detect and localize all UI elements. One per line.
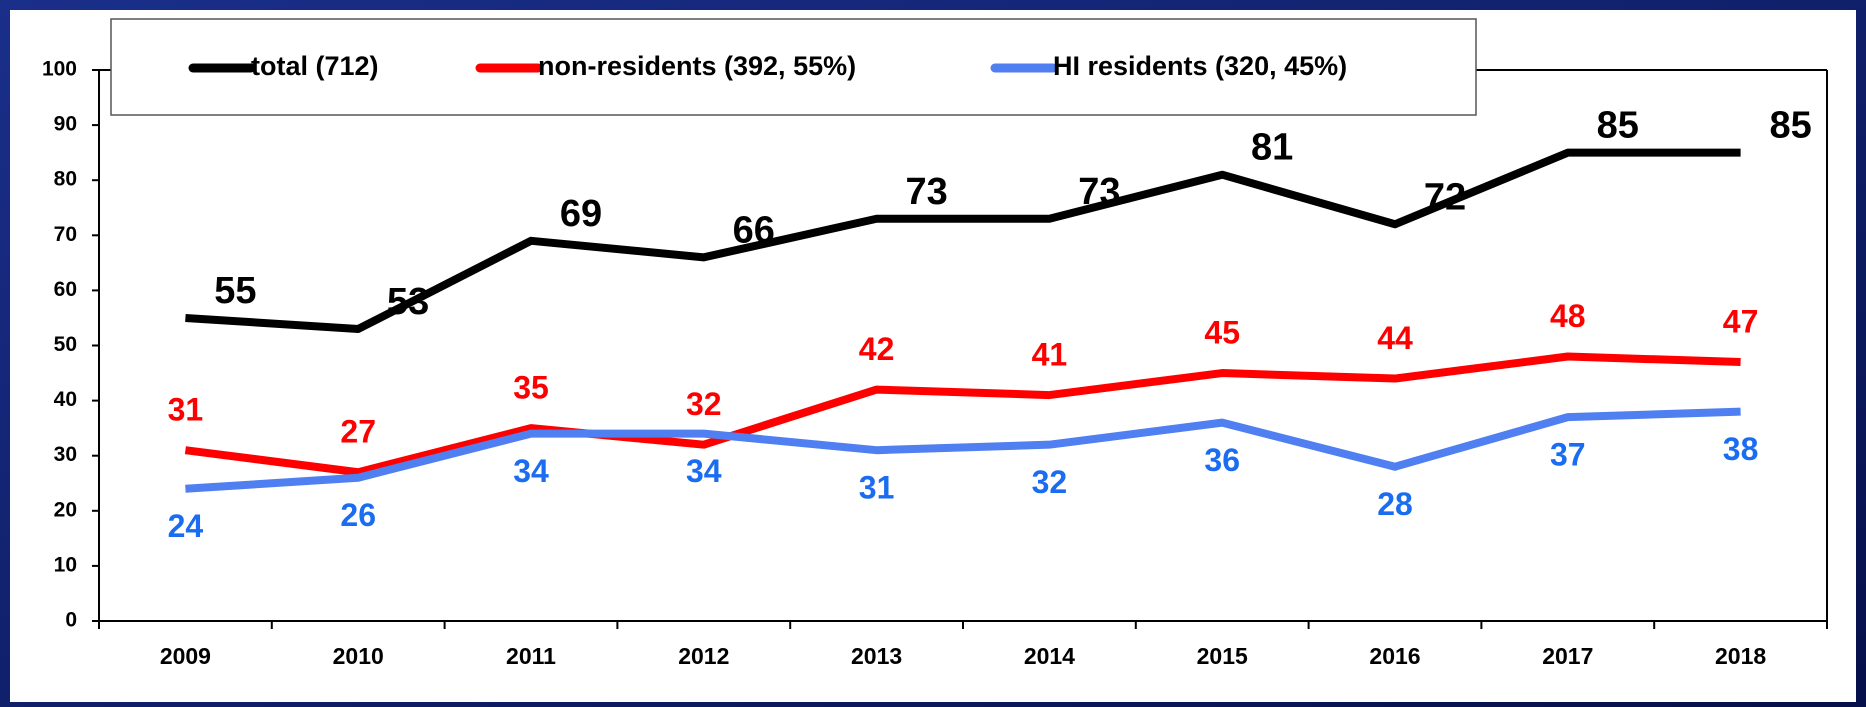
x-tick-label: 2009 [160,643,211,669]
y-tick-label: 80 [54,168,77,191]
data-label: 55 [214,270,256,312]
legend-label: total (712) [251,51,379,81]
y-tick-label: 50 [54,333,77,356]
data-label: 35 [513,370,549,406]
data-label: 41 [1032,337,1068,373]
x-tick-label: 2013 [851,643,902,669]
data-label: 42 [859,331,895,367]
x-tick-label: 2017 [1542,643,1593,669]
data-label: 27 [340,414,376,450]
data-label: 31 [859,470,895,506]
y-tick-label: 20 [54,498,77,521]
data-label: 31 [168,392,204,428]
series-line [184,352,1741,477]
data-label: 36 [1204,442,1240,478]
data-label: 85 [1597,105,1639,147]
x-tick-label: 2015 [1197,643,1248,669]
y-tick-label: 90 [54,113,77,136]
x-tick-label: 2014 [1024,643,1075,669]
data-label: 34 [686,453,722,489]
data-label: 73 [1078,171,1120,213]
x-tick-label: 2016 [1369,643,1420,669]
data-label: 48 [1550,298,1586,334]
legend-label: HI residents (320, 45%) [1053,51,1347,81]
x-tick-label: 2011 [506,643,556,669]
data-label: 44 [1377,320,1413,356]
data-label: 73 [905,171,947,213]
data-label: 32 [686,386,722,422]
y-tick-label: 70 [54,223,77,246]
x-tick-label: 2010 [333,643,384,669]
data-label: 81 [1251,127,1293,169]
y-tick-label: 0 [65,609,77,632]
y-tick-label: 100 [42,58,77,81]
data-label: 69 [560,193,602,235]
legend-label: non-residents (392, 55%) [538,51,856,81]
x-tick-label: 2018 [1715,643,1766,669]
data-label: 26 [340,497,376,533]
data-label: 53 [387,281,429,323]
data-label: 45 [1204,315,1240,351]
data-label: 72 [1424,176,1466,218]
y-tick-label: 30 [54,443,77,466]
data-label: 32 [1032,464,1068,500]
series-line [185,407,1741,493]
data-label: 66 [733,209,775,251]
data-label: 37 [1550,437,1586,473]
data-label: 47 [1723,303,1759,339]
data-label: 38 [1723,431,1759,467]
y-tick-label: 10 [54,553,77,576]
series-line [185,148,1741,333]
data-label: 34 [513,453,549,489]
data-label: 28 [1377,486,1413,522]
x-tick-label: 2012 [678,643,729,669]
y-tick-label: 60 [54,278,77,301]
data-label: 24 [168,508,204,544]
legend-box [110,18,1477,116]
data-label: 85 [1769,105,1811,147]
y-tick-label: 40 [54,388,77,411]
